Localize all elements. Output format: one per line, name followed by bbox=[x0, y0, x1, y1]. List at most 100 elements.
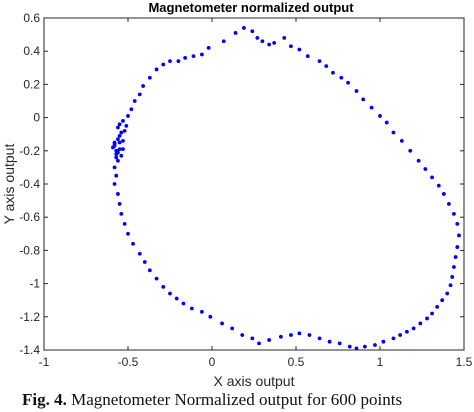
y-tick-label: -0.2 bbox=[19, 144, 40, 158]
data-point bbox=[183, 55, 188, 60]
data-point bbox=[411, 326, 416, 331]
y-tick-label: -1 bbox=[29, 277, 40, 291]
data-point bbox=[233, 31, 238, 35]
data-point bbox=[317, 336, 322, 341]
data-point bbox=[452, 211, 456, 216]
data-point bbox=[282, 36, 287, 40]
data-point bbox=[147, 75, 152, 80]
data-point bbox=[126, 231, 130, 236]
data-point bbox=[448, 283, 453, 288]
chart-title: Magnetometer normalized output bbox=[148, 0, 354, 15]
data-point bbox=[112, 165, 117, 170]
data-point bbox=[112, 140, 117, 145]
data-point bbox=[457, 233, 461, 238]
data-point bbox=[445, 291, 450, 296]
data-point bbox=[154, 276, 159, 281]
data-point bbox=[339, 75, 344, 80]
data-point bbox=[174, 296, 179, 301]
data-point bbox=[255, 36, 260, 40]
data-point bbox=[423, 167, 428, 171]
data-point bbox=[297, 47, 302, 52]
caption-label: Fig. 4. bbox=[22, 390, 67, 409]
data-point bbox=[289, 44, 293, 49]
data-point bbox=[369, 105, 374, 110]
data-point bbox=[126, 114, 130, 118]
data-point bbox=[121, 138, 125, 143]
data-point bbox=[361, 97, 366, 102]
data-point bbox=[384, 120, 389, 125]
data-point bbox=[137, 92, 142, 97]
x-tick-label: 1 bbox=[377, 355, 384, 369]
data-point bbox=[116, 158, 120, 163]
data-point bbox=[117, 202, 122, 206]
data-point bbox=[331, 70, 335, 75]
data-point bbox=[354, 89, 359, 93]
data-point bbox=[327, 339, 332, 344]
y-tick-label: -0.4 bbox=[19, 177, 40, 191]
data-point bbox=[307, 333, 312, 337]
data-point bbox=[289, 333, 293, 337]
data-point bbox=[391, 130, 396, 135]
data-point bbox=[362, 344, 367, 349]
data-point bbox=[373, 343, 377, 347]
data-point bbox=[116, 192, 120, 196]
data-point bbox=[147, 268, 152, 273]
figure-caption: Fig. 4. Magnetometer Normalized output f… bbox=[0, 390, 474, 412]
data-point bbox=[430, 175, 434, 180]
data-point bbox=[317, 59, 322, 64]
data-point bbox=[189, 306, 194, 311]
data-point bbox=[450, 275, 455, 279]
data-point bbox=[220, 321, 224, 326]
x-tick-label: 1.5 bbox=[456, 355, 473, 369]
caption-text: Magnetometer Normalized output for 600 p… bbox=[66, 390, 403, 409]
data-point bbox=[267, 42, 272, 47]
data-point bbox=[440, 298, 445, 303]
data-point bbox=[221, 39, 226, 44]
data-point bbox=[124, 124, 129, 128]
y-tick-label: -0.6 bbox=[19, 210, 40, 224]
y-tick-label: -1.2 bbox=[19, 310, 40, 324]
data-point bbox=[191, 54, 196, 59]
data-point bbox=[404, 329, 409, 334]
data-point bbox=[391, 336, 396, 341]
data-point bbox=[176, 59, 181, 64]
y-ticks: -1.4 -1.2 -1 -0.8 -0.6 -0.4 -0.2 0 0.2 0.4 0.6 bbox=[19, 11, 464, 357]
data-point bbox=[354, 346, 359, 351]
data-point bbox=[114, 155, 119, 160]
data-point bbox=[121, 147, 125, 152]
data-point bbox=[131, 241, 135, 246]
data-point bbox=[337, 341, 342, 346]
data-point bbox=[250, 336, 255, 341]
data-point bbox=[272, 41, 277, 45]
data-point bbox=[297, 331, 302, 336]
y-tick-label: 0.2 bbox=[23, 77, 40, 91]
data-point bbox=[208, 314, 213, 319]
data-point bbox=[267, 338, 272, 342]
data-point bbox=[117, 147, 122, 152]
data-point bbox=[154, 67, 159, 72]
data-point bbox=[119, 153, 124, 158]
data-point bbox=[455, 221, 460, 226]
y-axis-label: Y axis output bbox=[1, 144, 17, 225]
data-point bbox=[119, 130, 124, 135]
data-point bbox=[129, 107, 134, 112]
chart: Magnetometer normalized output -1 -0.5 0 0.… bbox=[1, 0, 473, 389]
data-point bbox=[435, 304, 440, 309]
data-point bbox=[430, 311, 434, 316]
data-point bbox=[453, 255, 458, 259]
data-point bbox=[117, 133, 122, 138]
data-point bbox=[161, 285, 166, 289]
data-point bbox=[122, 128, 127, 133]
data-point bbox=[260, 39, 265, 44]
data-point bbox=[116, 125, 120, 130]
data-point bbox=[141, 84, 146, 88]
x-ticks: -1 -0.5 0 0.5 1 1.5 bbox=[39, 18, 473, 369]
data-point bbox=[110, 145, 115, 150]
data-point bbox=[398, 333, 403, 337]
data-point bbox=[114, 148, 119, 153]
data-point bbox=[436, 183, 441, 188]
data-point bbox=[452, 265, 456, 269]
data-point bbox=[418, 321, 423, 326]
data-point bbox=[399, 138, 404, 143]
data-point bbox=[114, 173, 119, 178]
